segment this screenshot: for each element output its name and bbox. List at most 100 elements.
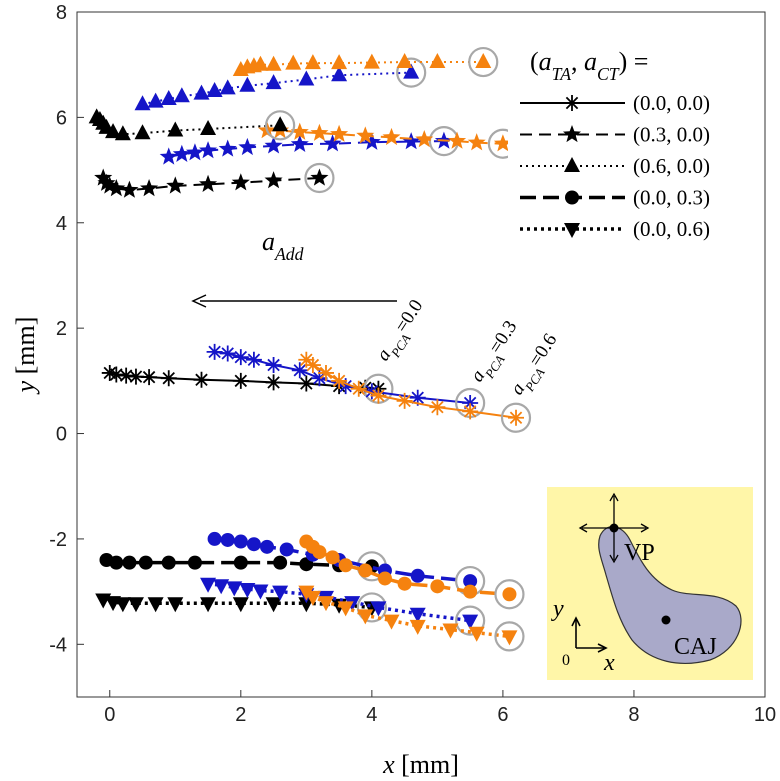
marker bbox=[410, 568, 425, 583]
rich-text: y [mm] bbox=[11, 317, 40, 396]
marker bbox=[141, 369, 158, 386]
end-highlight bbox=[304, 162, 335, 194]
marker bbox=[185, 143, 204, 161]
marker bbox=[331, 54, 348, 70]
marker bbox=[199, 174, 218, 192]
marker bbox=[463, 584, 478, 599]
marker bbox=[187, 555, 202, 570]
marker bbox=[377, 571, 392, 586]
marker bbox=[403, 63, 420, 79]
marker bbox=[383, 614, 400, 630]
marker bbox=[493, 134, 512, 152]
end-highlight bbox=[455, 605, 486, 636]
marker bbox=[160, 370, 177, 387]
marker bbox=[265, 55, 282, 71]
marker bbox=[356, 126, 375, 144]
marker bbox=[285, 54, 302, 70]
y-tick-label: 0 bbox=[56, 424, 67, 446]
legend-marker bbox=[564, 157, 580, 172]
legend-label: (0.6, 0.0) bbox=[633, 154, 710, 178]
marker bbox=[272, 585, 289, 601]
marker bbox=[108, 366, 125, 383]
marker bbox=[226, 581, 243, 597]
x-tick-label: 2 bbox=[235, 704, 246, 726]
marker bbox=[467, 133, 486, 151]
marker bbox=[311, 370, 328, 387]
text-segment: , bbox=[571, 47, 584, 76]
marker bbox=[200, 119, 217, 135]
legend-label: (0.0, 0.6) bbox=[633, 217, 710, 241]
marker bbox=[147, 597, 164, 613]
end-highlight bbox=[356, 592, 387, 623]
marker bbox=[213, 579, 230, 595]
text-segment: [mm] bbox=[11, 317, 40, 381]
marker bbox=[298, 351, 315, 368]
marker bbox=[290, 134, 309, 152]
marker bbox=[272, 116, 289, 132]
marker bbox=[232, 597, 249, 613]
marker bbox=[199, 141, 218, 159]
marker bbox=[134, 124, 151, 140]
marker bbox=[325, 550, 340, 565]
marker bbox=[161, 555, 176, 570]
marker bbox=[396, 392, 413, 409]
inset-label: CAJ bbox=[674, 634, 717, 660]
marker bbox=[462, 394, 479, 411]
marker bbox=[101, 364, 118, 381]
marker bbox=[323, 134, 342, 152]
marker bbox=[232, 349, 249, 366]
marker bbox=[409, 607, 426, 623]
marker bbox=[265, 374, 282, 391]
marker bbox=[265, 357, 282, 374]
marker bbox=[463, 574, 478, 589]
marker bbox=[239, 76, 256, 92]
marker bbox=[167, 121, 184, 137]
marker bbox=[291, 362, 308, 379]
marker bbox=[206, 343, 223, 360]
legend-marker bbox=[564, 95, 580, 111]
marker bbox=[279, 542, 294, 557]
marker bbox=[382, 127, 401, 146]
marker bbox=[358, 563, 373, 578]
marker bbox=[127, 597, 144, 613]
marker bbox=[304, 54, 321, 70]
y-tick-label: 6 bbox=[56, 107, 67, 129]
text-segment: Add bbox=[274, 244, 304, 264]
legend-marker bbox=[564, 223, 580, 238]
marker bbox=[200, 577, 217, 593]
marker bbox=[317, 596, 334, 612]
x-tick-label: 6 bbox=[497, 704, 508, 726]
marker bbox=[127, 368, 144, 385]
marker bbox=[264, 171, 283, 189]
marker bbox=[350, 380, 367, 397]
series-line bbox=[305, 358, 517, 419]
marker bbox=[363, 53, 380, 69]
text-segment: y bbox=[11, 380, 40, 395]
text-segment: TA bbox=[552, 64, 572, 84]
marker bbox=[159, 147, 178, 165]
marker bbox=[337, 378, 354, 395]
marker bbox=[409, 619, 426, 635]
legend-label: (0.0, 0.3) bbox=[633, 186, 710, 210]
marker bbox=[362, 132, 381, 150]
marker bbox=[122, 555, 137, 570]
marker bbox=[430, 579, 445, 594]
rich-text: x [mm] bbox=[382, 750, 459, 779]
marker bbox=[114, 125, 131, 141]
marker bbox=[317, 364, 334, 381]
end-highlight bbox=[396, 57, 427, 88]
marker bbox=[166, 176, 185, 194]
plot-frame bbox=[76, 11, 766, 698]
marker bbox=[219, 79, 236, 95]
marker bbox=[501, 630, 518, 646]
marker bbox=[218, 139, 237, 157]
y-tick-label: 8 bbox=[56, 2, 67, 24]
x-tick-label: 10 bbox=[754, 704, 776, 726]
marker bbox=[134, 95, 151, 111]
legend-marker bbox=[562, 125, 582, 143]
marker bbox=[246, 537, 261, 552]
marker bbox=[468, 626, 485, 642]
marker bbox=[167, 597, 184, 613]
y-tick-label: 2 bbox=[56, 318, 67, 340]
